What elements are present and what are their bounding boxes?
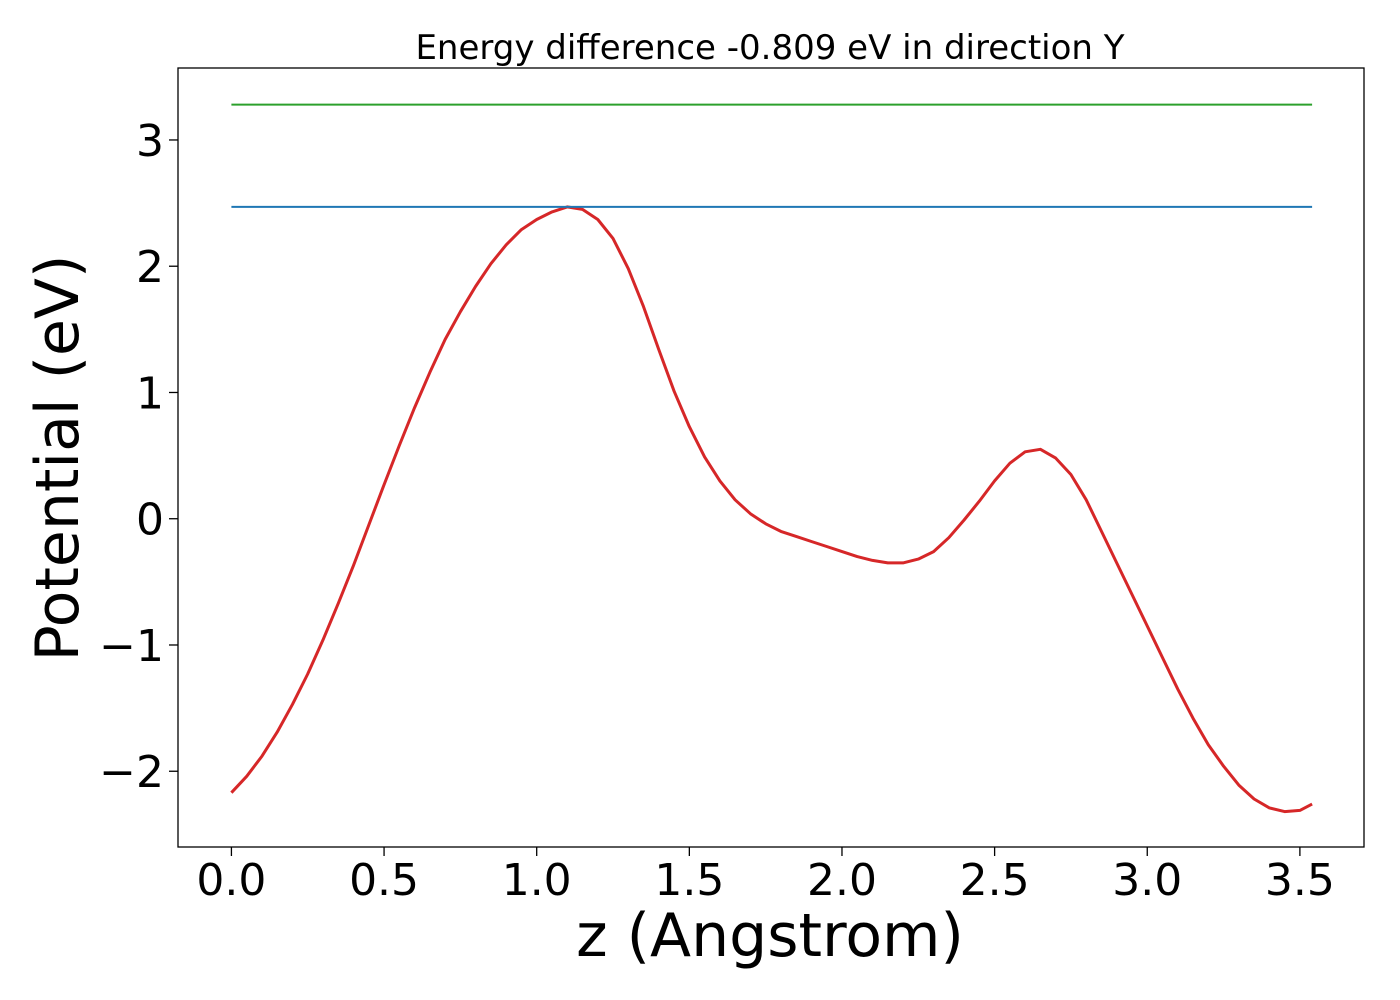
y-axis-label: Potential (eV) <box>23 255 93 662</box>
x-tick-label: 0.0 <box>196 855 266 906</box>
x-tick-label: 0.5 <box>349 855 419 906</box>
x-tick-label: 3.0 <box>1112 855 1182 906</box>
series-layer <box>230 103 1313 814</box>
x-tick-label: 1.5 <box>654 855 724 906</box>
y-tick-label: 3 <box>136 116 164 167</box>
x-axis: 0.0 0.5 1.0 1.5 2.0 2.5 3.0 3.5 <box>196 847 1335 906</box>
x-tick-label: 2.0 <box>807 855 877 906</box>
x-tick-label: 3.5 <box>1265 855 1335 906</box>
y-axis: −2 −1 0 1 2 3 <box>99 116 178 798</box>
x-tick-label: 2.5 <box>960 855 1030 906</box>
chart-title: Energy difference -0.809 eV in direction… <box>415 28 1124 68</box>
y-tick-label: 2 <box>136 242 164 293</box>
plot-frame <box>177 67 1365 848</box>
y-tick-label: −2 <box>99 747 164 798</box>
y-tick-label: 0 <box>136 495 164 546</box>
x-tick-label: 1.0 <box>502 855 572 906</box>
y-tick-label: −1 <box>99 621 164 672</box>
y-tick-label: 1 <box>136 368 164 419</box>
series-line-0 <box>230 205 1313 814</box>
x-axis-label: z (Angstrom) <box>576 901 964 971</box>
